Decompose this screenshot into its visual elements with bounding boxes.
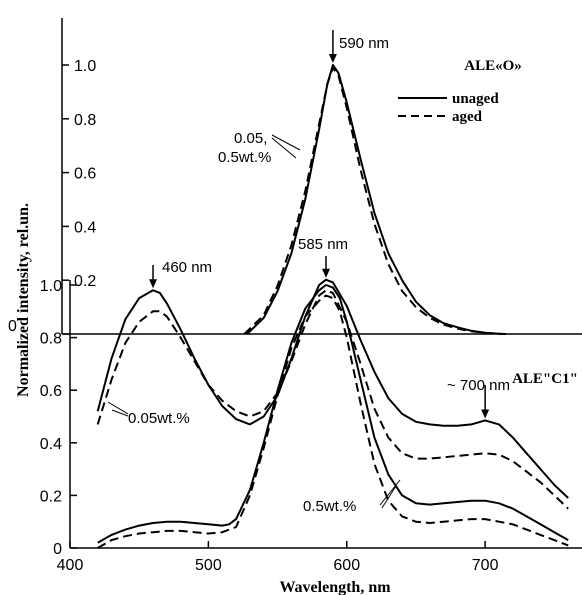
upper-y-tick-label: 1.0	[74, 58, 96, 75]
lower-series-0-05wt-aged	[96, 289, 569, 510]
lower-high-leader-b	[111, 409, 129, 417]
upper-panel-title: ALE«O»	[464, 58, 522, 74]
lower-conc-label-low: 0.5wt.%	[303, 498, 356, 515]
upper-conc-label-2: 0.5wt.%	[218, 149, 271, 166]
x-tick-label: 600	[333, 557, 360, 574]
arrow-590-head	[328, 54, 337, 63]
peak-label-700: ~ 700 nm	[447, 377, 510, 394]
lower-low-leader-b	[381, 485, 397, 509]
arrow-460-head	[149, 279, 158, 289]
arrow-700-head	[481, 409, 490, 419]
arrow-585-head	[322, 268, 330, 278]
peak-label-585: 585 nm	[298, 236, 348, 253]
legend-solid-label: unaged	[452, 91, 499, 107]
lower-panel-title: ALE"C1"	[512, 371, 578, 387]
lower-y-tick-label: 1.0	[40, 278, 62, 295]
peak-label-590: 590 nm	[339, 35, 389, 52]
legend: unaged aged	[398, 91, 499, 125]
x-tick-label: 700	[472, 557, 499, 574]
peak-label-460: 460 nm	[162, 259, 212, 276]
lower-series-0-5wt-aged	[97, 294, 569, 549]
annotation-layer	[107, 30, 490, 509]
lower-low-leader-a	[379, 479, 401, 506]
lower-y-tick-label: 0.6	[40, 383, 62, 400]
x-axis-title: Wavelength, nm	[279, 579, 391, 595]
upper-conc-leader-a	[271, 134, 301, 151]
x-tick-label: 400	[57, 557, 84, 574]
x-tick-label: 500	[195, 557, 222, 574]
lower-series-0-05wt-unaged	[96, 278, 569, 499]
legend-dashed-label: aged	[452, 109, 483, 125]
y-axis-title: Normalized intensity, rel.un.	[15, 203, 32, 397]
axes: 400 500 600 700 0 0.2 0.4 0.6 0.8 1.0 0 0.2 0.4 0.6 0.…	[8, 18, 582, 574]
upper-series-aged	[243, 66, 502, 335]
series-layer	[96, 64, 569, 549]
upper-conc-leader-b	[271, 137, 297, 159]
lower-y-tick-label: 0.4	[40, 436, 62, 453]
lower-conc-label-high: 0.05wt.%	[128, 410, 190, 427]
lower-high-leader-a	[107, 401, 129, 415]
upper-conc-label-1: 0.05,	[234, 130, 267, 147]
lower-y-tick-label: 0	[53, 541, 62, 558]
upper-y-tick-label: 0.8	[74, 112, 96, 129]
lower-y-tick-label: 0.2	[40, 488, 62, 505]
upper-y-tick-label: 0.4	[74, 219, 96, 236]
upper-y-tick-label: 0	[8, 318, 17, 335]
upper-y-tick-label: 0.6	[74, 166, 96, 183]
lower-series-0-5wt-unaged	[97, 284, 569, 544]
upper-y-tick-label: 0.2	[74, 273, 96, 290]
lower-y-tick-label: 0.8	[40, 331, 62, 348]
